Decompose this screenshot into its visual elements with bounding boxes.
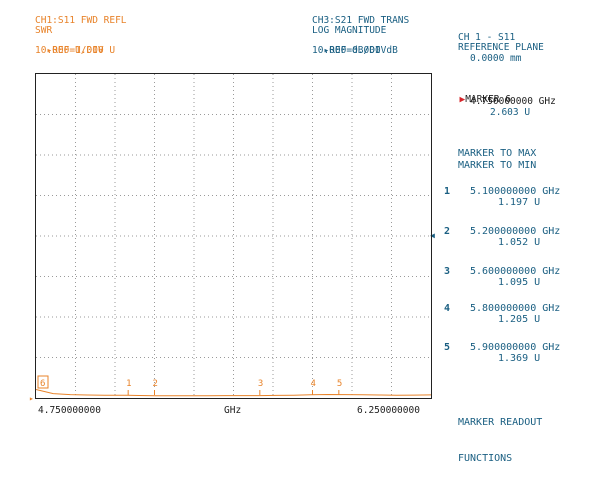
ref-line-pointer-icon: ▸: [29, 394, 34, 403]
marker-to-max-button[interactable]: MARKER TO MAX: [458, 148, 537, 159]
marker-4-number[interactable]: 4: [444, 303, 451, 314]
marker-5-number[interactable]: 5: [444, 342, 451, 353]
menu-pointer-icon: ◀: [430, 231, 435, 240]
ch1-scale: 10.000 U/DIV: [35, 45, 104, 56]
plot-marker-6-label: 6: [40, 379, 45, 389]
axis-stop-label: 6.250000000: [357, 405, 420, 416]
active-marker-box: [37, 375, 49, 389]
menu-title-channel: CH 1 - S11: [458, 32, 516, 43]
marker-2-number[interactable]: 2: [444, 226, 451, 237]
plot-marker-5-label: 5: [337, 379, 342, 389]
ch3-ref-text: REF=0.000 dB: [329, 45, 398, 56]
marker-5-freq[interactable]: 5.900000000 GHz: [470, 342, 561, 353]
ch3-format: LOG MAGNITUDE: [312, 25, 387, 36]
ch1-ref-text: REF=1.000 U: [52, 45, 116, 56]
marker-1-freq[interactable]: 5.100000000 GHz: [470, 186, 561, 197]
marker-2-value: 1.052 U: [498, 237, 541, 248]
active-marker-freq: 4.750000000 GHz: [470, 96, 556, 107]
plot-marker-4-label: 4: [311, 379, 316, 389]
marker-1-number[interactable]: 1: [444, 186, 451, 197]
readout-label-1: MARKER READOUT: [458, 417, 543, 428]
axis-unit-label: GHz: [224, 405, 242, 416]
marker-to-min-button[interactable]: MARKER TO MIN: [458, 160, 537, 171]
ref-arrow-icon: ▸: [46, 45, 53, 56]
ch3-ref: ▸REF=0.000 dB: [312, 36, 398, 56]
marker-5-value: 1.369 U: [498, 353, 541, 364]
readout-label-2: FUNCTIONS: [458, 453, 513, 464]
active-marker-block[interactable]: ▶MARKER 6: [448, 85, 511, 105]
menu-title-refplane: REFERENCE PLANE: [458, 42, 544, 53]
marker-3-number[interactable]: 3: [444, 266, 451, 277]
active-marker-pointer-icon: ▶: [459, 94, 466, 105]
active-marker-value: 2.603 U: [490, 107, 531, 118]
marker-2-freq[interactable]: 5.200000000 GHz: [470, 226, 561, 237]
marker-3-freq[interactable]: 5.600000000 GHz: [470, 266, 561, 277]
active-marker-label: MARKER 6: [465, 94, 511, 105]
ch3-title: CH3:S21 FWD TRANS: [312, 15, 410, 26]
trace-display[interactable]: 6 1 2 3 4 5: [35, 73, 432, 399]
marker-3-value: 1.095 U: [498, 277, 541, 288]
ch3-scale: 10.000 dB/DIV: [312, 45, 387, 56]
marker-4-value: 1.205 U: [498, 314, 541, 325]
ch1-title: CH1:S11 FWD REFL: [35, 15, 127, 26]
marker-1-value: 1.197 U: [498, 197, 541, 208]
marker-4-freq[interactable]: 5.800000000 GHz: [470, 303, 561, 314]
plot-marker-2-label: 2: [153, 379, 158, 389]
plot-marker-3-label: 3: [258, 379, 263, 389]
axis-start-label: 4.750000000: [38, 405, 101, 416]
ref-arrow-icon: ▸: [323, 45, 330, 56]
ch1-ref: ▸REF=1.000 U: [35, 36, 115, 56]
plot-marker-1-label: 1: [126, 379, 131, 389]
menu-title-refvalue: 0.0000 mm: [470, 53, 522, 64]
marker-readout-functions-button[interactable]: MARKER READOUT FUNCTIONS: [458, 393, 542, 477]
swr-trace-line: [35, 389, 432, 397]
ch1-format: SWR: [35, 25, 53, 36]
trace-plot: 6 1 2 3 4 5: [35, 375, 432, 397]
